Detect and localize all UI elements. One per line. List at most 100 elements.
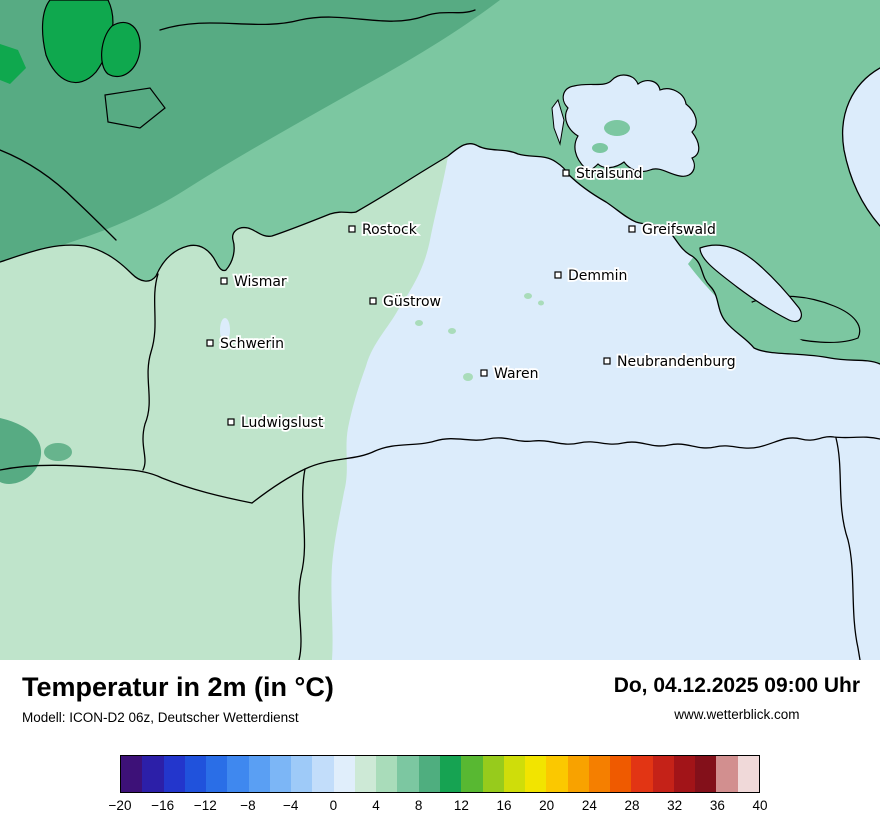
colorbar-segment <box>673 756 696 792</box>
border-brandenburg-west <box>298 468 306 660</box>
colorbar-segment <box>461 756 483 792</box>
colorbar-segment <box>631 756 653 792</box>
colorbar-segment <box>163 756 185 792</box>
colorbar-segment <box>206 756 228 792</box>
city-label: Schwerin <box>220 336 284 352</box>
west-land-region <box>0 156 448 660</box>
temperature-colorbar <box>120 755 760 793</box>
danish-coastline <box>159 9 476 31</box>
info-panel: Temperatur in 2m (in °C) Modell: ICON-D2… <box>0 660 880 830</box>
border-sh-mv <box>142 273 159 471</box>
island-usedom <box>699 244 802 323</box>
colorbar-segment <box>376 756 398 792</box>
lake-schwerin <box>220 318 230 342</box>
colorbar-segment <box>567 756 589 792</box>
bodden-water-1 <box>604 120 630 136</box>
cool-wedge-right <box>842 68 880 226</box>
city-marker <box>220 277 228 285</box>
bodden-water-2 <box>592 143 608 153</box>
colorbar-segment <box>695 756 717 792</box>
colorbar-segment <box>227 756 249 792</box>
colorbar-segment <box>312 756 334 792</box>
colorbar-segment <box>269 756 292 792</box>
colorbar-segment <box>397 756 419 792</box>
colorbar-segment <box>610 756 632 792</box>
city-marker <box>628 225 636 233</box>
city-label: Wismar <box>234 274 287 290</box>
colorbar-segment <box>354 756 377 792</box>
colorbar-tick-label: −16 <box>151 798 175 813</box>
colorbar-segment <box>737 756 759 792</box>
city: Demmin <box>554 266 629 286</box>
colorbar-segment <box>652 756 674 792</box>
lake-specks <box>415 293 544 381</box>
kiel-bay-coastline <box>0 149 117 241</box>
city-marker <box>554 271 562 279</box>
valid-datetime: Do, 04.12.2025 09:00 Uhr <box>613 674 860 697</box>
city-label: Greifswald <box>642 222 716 238</box>
border-lines <box>0 9 880 660</box>
colorbar-tick-label: 16 <box>496 798 512 813</box>
datetime-block: Do, 04.12.2025 09:00 Uhr www.wetterblick… <box>614 674 860 722</box>
city: Ludwigslust <box>227 413 326 433</box>
coastline-right-wedge <box>842 67 880 227</box>
river-elbe <box>0 464 253 504</box>
city: Schwerin <box>206 334 286 354</box>
colorbar-segment <box>588 756 611 792</box>
city-label: Rostock <box>362 222 418 238</box>
colorbar-tick-label: 40 <box>752 798 768 813</box>
colorbar-segment <box>333 756 355 792</box>
island-fehmarn <box>104 87 166 129</box>
colorbar-tick-label: −12 <box>193 798 217 813</box>
city-layer: Stralsund Greifswald Rostock Wismar Demmin Gü… <box>206 164 737 433</box>
border-oder <box>835 437 861 660</box>
baltic-coastline <box>0 142 880 365</box>
colorbar-tick-label: −8 <box>240 798 256 813</box>
colorbar-tick-label: 8 <box>414 798 423 813</box>
colorbar-segment <box>439 756 462 792</box>
warm-strip-left-edge <box>0 44 26 84</box>
temperature-map: Stralsund Greifswald Rostock Wismar Demmin Gü… <box>0 0 880 660</box>
colorbar-segment <box>546 756 568 792</box>
city-marker <box>480 369 488 377</box>
city-marker <box>603 357 611 365</box>
city-label: Neubrandenburg <box>617 354 736 370</box>
city-label: Güstrow <box>383 294 441 310</box>
colorbar-segment <box>418 756 440 792</box>
warm-island-small <box>101 21 141 78</box>
colorbar-tick-label: 4 <box>372 798 380 813</box>
colorbar-segment <box>248 756 270 792</box>
page-title: Temperatur in 2m (in °C) <box>22 672 334 702</box>
city: Rostock <box>348 220 419 240</box>
colorbar-segment <box>482 756 504 792</box>
east-land-region <box>320 143 880 660</box>
city-marker <box>562 169 570 177</box>
city-marker <box>206 339 214 347</box>
city-marker <box>348 225 356 233</box>
colorbar-segment <box>142 756 164 792</box>
colorbar-segment <box>525 756 547 792</box>
warm-patch-southwest <box>0 418 42 484</box>
strait-channel <box>688 255 812 352</box>
colorbar-segment <box>716 756 738 792</box>
city-label: Stralsund <box>576 166 643 182</box>
city-label: Demmin <box>568 268 627 284</box>
colorbar-tick-label: 0 <box>329 798 338 813</box>
colorbar-tick-label: −20 <box>108 798 132 813</box>
city: Güstrow <box>369 292 443 312</box>
city-label: Ludwigslust <box>241 415 324 431</box>
city-marker <box>227 418 235 426</box>
city-label: Waren <box>494 366 538 382</box>
colorbar-tick-label: 32 <box>667 798 683 813</box>
city: Neubrandenburg <box>603 352 737 372</box>
colorbar-tick-label: 36 <box>709 798 725 813</box>
colorbar-tick-label: 20 <box>539 798 555 813</box>
city: Wismar <box>220 272 289 292</box>
city: Waren <box>480 364 540 384</box>
model-info: Modell: ICON-D2 06z, Deutscher Wetterdie… <box>22 710 299 725</box>
colorbar-tick-label: −4 <box>282 798 299 813</box>
island-hiddensee <box>551 98 565 146</box>
colorbar-segment <box>503 756 526 792</box>
city: Greifswald <box>628 220 718 240</box>
